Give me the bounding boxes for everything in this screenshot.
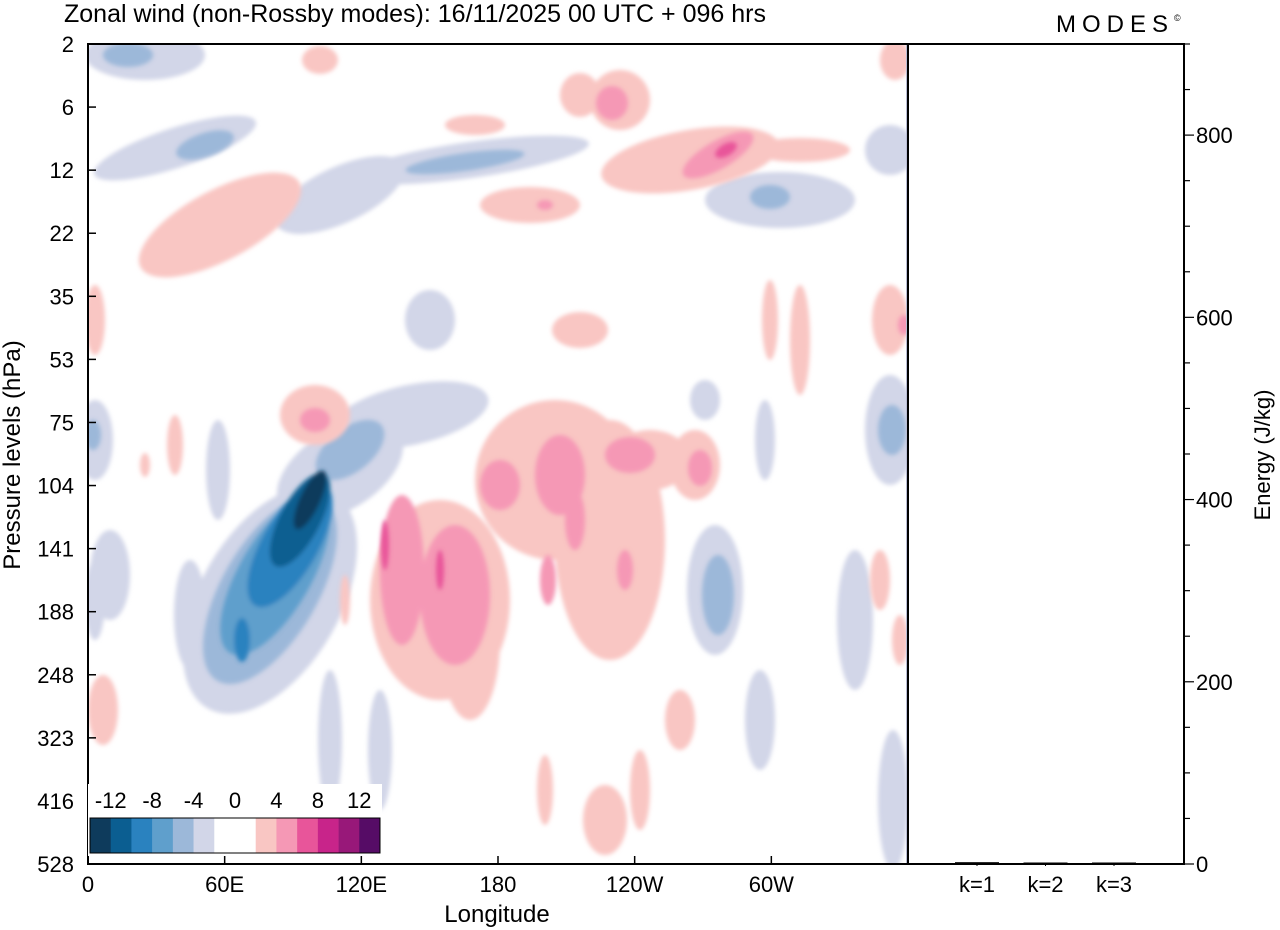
colorbar-label: 8 [312,788,324,813]
energy-tick-label: 0 [1196,852,1208,877]
colorbar-label: 0 [229,788,241,813]
y-tick-label: 188 [37,600,74,625]
x-tick-label: 120E [336,872,387,897]
brand-copyright-mark: © [1174,13,1181,23]
colorbar-swatch [359,818,381,853]
y-tick-label: 416 [37,789,74,814]
y-tick-label: 141 [37,537,74,562]
negative-strong-regions [220,470,333,662]
y-tick-label: 35 [50,284,74,309]
energy-tick-label: 400 [1196,488,1233,513]
colorbar-swatch [193,818,215,853]
colorbar-swatch [317,818,339,853]
x-tick-label: 0 [82,872,94,897]
colorbar-label: 12 [347,788,371,813]
colorbar: -12 -8 -4 0 4 8 12 [88,784,382,856]
y-tick-label: 12 [50,158,74,183]
positive-strong-regions [381,142,737,590]
x-tick-label: 60W [749,872,794,897]
x-tick-label: 180 [480,872,517,897]
colorbar-label: -12 [95,788,127,813]
x-tick-label: 120W [606,872,664,897]
brand-logo: MODES© [1056,11,1181,38]
colorbar-swatch [276,818,298,853]
colorbar-swatch [235,818,257,853]
energy-bar [1092,862,1136,864]
y-tick-label: 53 [50,347,74,372]
y-tick-label: 248 [37,663,74,688]
energy-axis-ticks: 0 200 400 600 800 [1184,43,1233,877]
colorbar-swatch [110,818,132,853]
y-axis-ticks: 2 6 12 22 35 53 75 104 141 188 248 323 416 528 [37,32,96,877]
energy-category-label: k=3 [1096,872,1132,897]
y-axis-label: Pressure levels (hPa) [0,340,26,569]
y-tick-label: 22 [50,221,74,246]
x-axis-ticks: 0 60E 120E 180 120W 60W [82,856,794,897]
colorbar-swatch [90,818,112,853]
colorbar-swatch [214,818,236,853]
colorbar-label: 4 [270,788,282,813]
colorbar-swatch [131,818,153,853]
energy-axis-label: Energy (J/kg) [1250,390,1275,521]
colorbar-swatch [297,818,319,853]
energy-tick-label: 600 [1196,305,1233,330]
colorbar-swatch [338,818,360,853]
colorbar-swatch [172,818,194,853]
colorbar-frame [89,817,381,854]
chart-title: Zonal wind (non-Rossby modes): 16/11/202… [64,0,766,28]
y-tick-label: 323 [37,726,74,751]
colorbar-label: -8 [142,788,162,813]
energy-category-label: k=1 [959,872,995,897]
colorbar-swatch [152,818,174,853]
x-axis-label: Longitude [444,901,549,928]
colorbar-swatch [255,818,277,853]
y-tick-label: 2 [62,32,74,57]
energy-bar [1023,862,1068,864]
x-tick-label: 60E [205,872,244,897]
contour-field [88,44,908,864]
energy-bars: k=1 k=2 k=3 [955,862,1136,897]
y-tick-label: 75 [50,410,74,435]
y-tick-label: 528 [37,852,74,877]
energy-tick-label: 800 [1196,123,1233,148]
energy-bar [955,862,999,864]
energy-category-label: k=2 [1027,872,1063,897]
energy-panel-frame [907,43,1185,865]
colorbar-label: -4 [184,788,204,813]
y-tick-label: 6 [62,95,74,120]
y-tick-label: 104 [37,474,74,499]
energy-tick-label: 200 [1196,670,1233,695]
